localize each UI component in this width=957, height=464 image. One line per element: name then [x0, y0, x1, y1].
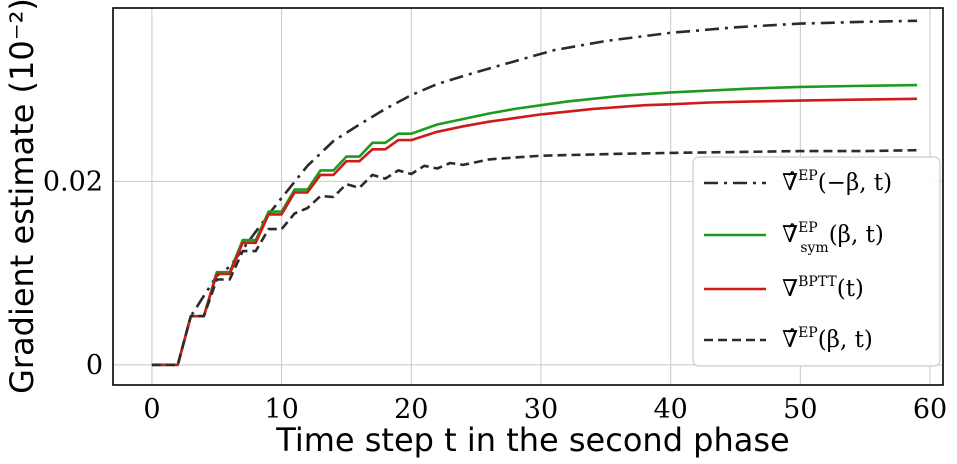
x-axis-title: Time step t in the second phase [275, 421, 789, 459]
y-tick-labels: 00.02 [43, 166, 103, 380]
y-axis-title: Gradient estimate (10⁻²) [3, 0, 41, 394]
legend-label-2: ∇̂EP sym(β, t) [782, 220, 884, 256]
x-tick-label: 0 [143, 394, 160, 425]
plot-frame [112, 7, 944, 386]
series-line-3 [151, 97, 918, 367]
x-tick-labels: 0 10 20 30 40 50 60 [143, 394, 947, 425]
x-tick-label: 20 [394, 394, 428, 425]
legend: ∇̂EP(−β, t) ∇̂EP sym(β, t) ∇BPTT(t) ∇̂EP(β, … [692, 156, 941, 367]
y-tick-label: 0.02 [43, 166, 103, 197]
series-lines [151, 19, 918, 367]
legend-label-3: ∇BPTT(t) [782, 274, 864, 302]
legend-label-1: ∇̂EP(−β, t) [782, 168, 892, 196]
legend-box [692, 156, 941, 367]
x-tick-label: 60 [913, 394, 947, 425]
legend-label-4: ∇̂EP(β, t) [782, 325, 873, 353]
x-tick-label: 30 [524, 394, 558, 425]
series-line-4 [151, 148, 918, 367]
x-tick-label: 10 [264, 394, 298, 425]
y-tick-label: 0 [86, 350, 103, 381]
x-tick-label: 40 [653, 394, 687, 425]
x-tick-label: 50 [783, 394, 817, 425]
